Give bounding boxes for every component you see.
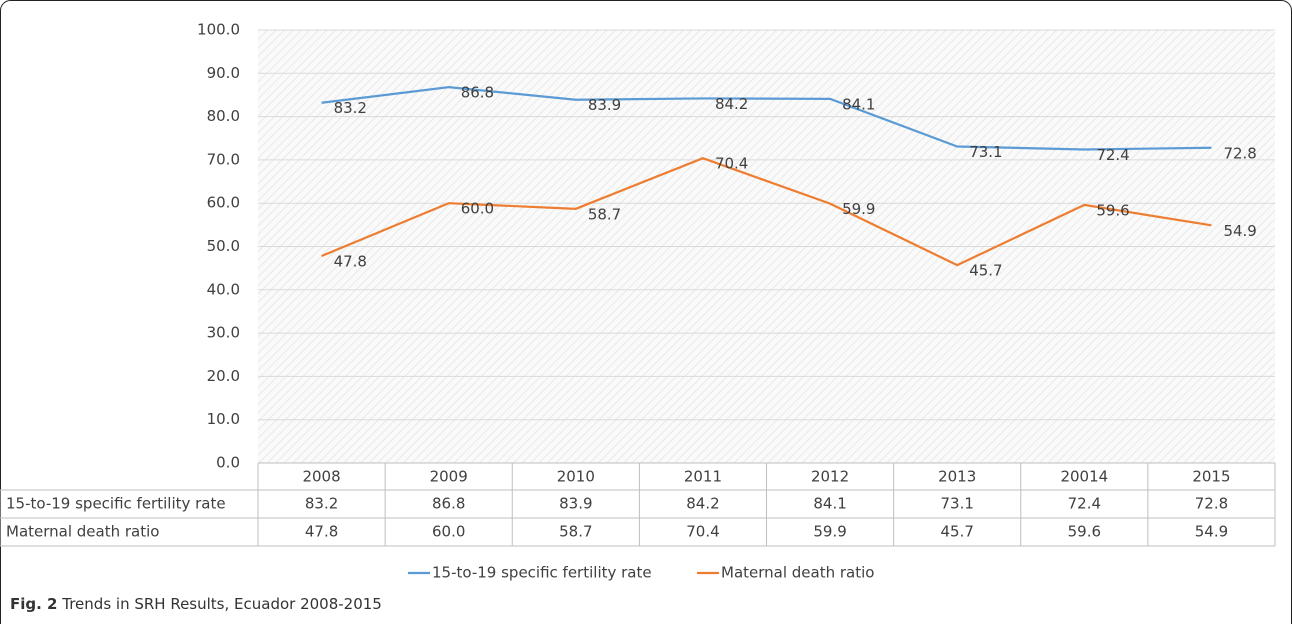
figure-label: Fig. 2 — [10, 595, 57, 613]
table-row-label: 15-to-19 specific fertility rate — [6, 495, 226, 513]
y-tick-label: 0.0 — [216, 454, 240, 472]
table-row-label: Maternal death ratio — [6, 523, 159, 541]
x-tick-label: 2008 — [302, 468, 340, 486]
series-line — [321, 86, 1212, 151]
y-tick-label: 80.0 — [207, 107, 240, 125]
caption-text: Trends in SRH Results, Ecuador 2008-2015 — [61, 595, 382, 613]
x-tick-label: 20014 — [1060, 468, 1108, 486]
legend-label: 15-to-19 specific fertility rate — [432, 564, 652, 582]
x-tick-label: 2013 — [938, 468, 976, 486]
data-label: 73.1 — [969, 143, 1002, 161]
x-tick-label: 2015 — [1192, 468, 1230, 486]
y-tick-label: 70.0 — [207, 150, 240, 168]
data-label: 47.8 — [334, 253, 367, 271]
table-cell: 83.2 — [305, 495, 338, 513]
data-label: 83.9 — [588, 96, 621, 114]
data-label: 72.4 — [1096, 146, 1129, 164]
data-label: 83.2 — [334, 99, 367, 117]
data-label: 60.0 — [461, 200, 494, 218]
table-cell: 83.9 — [559, 495, 592, 513]
table-cell: 84.2 — [686, 495, 719, 513]
data-label: 58.7 — [588, 205, 621, 223]
data-label: 70.4 — [715, 155, 748, 173]
y-tick-label: 60.0 — [207, 194, 240, 212]
table-cell: 59.9 — [813, 523, 846, 541]
table-cell: 70.4 — [686, 523, 719, 541]
x-tick-label: 2009 — [430, 468, 468, 486]
x-tick-label: 2012 — [811, 468, 849, 486]
table-cell: 84.1 — [813, 495, 846, 513]
data-label: 45.7 — [969, 262, 1002, 280]
table-cell: 54.9 — [1195, 523, 1228, 541]
table-cell: 72.4 — [1068, 495, 1101, 513]
legend-label: Maternal death ratio — [721, 564, 874, 582]
y-tick-label: 20.0 — [207, 367, 240, 385]
data-label: 72.8 — [1223, 144, 1256, 162]
table-cell: 72.8 — [1195, 495, 1228, 513]
data-label: 86.8 — [461, 84, 494, 102]
y-tick-label: 30.0 — [207, 324, 240, 342]
y-tick-label: 40.0 — [207, 280, 240, 298]
table-cell: 86.8 — [432, 495, 465, 513]
y-tick-label: 10.0 — [207, 410, 240, 428]
x-tick-label: 2011 — [684, 468, 722, 486]
table-cell: 47.8 — [305, 523, 338, 541]
table-cell: 60.0 — [432, 523, 465, 541]
data-label: 54.9 — [1223, 222, 1256, 240]
y-tick-label: 100.0 — [197, 21, 240, 39]
data-label: 84.1 — [842, 95, 875, 113]
table-cell: 45.7 — [940, 523, 973, 541]
series-line — [321, 156, 1212, 267]
table-cell: 59.6 — [1068, 523, 1101, 541]
y-tick-label: 90.0 — [207, 64, 240, 82]
y-tick-label: 50.0 — [207, 237, 240, 255]
table-cell: 73.1 — [940, 495, 973, 513]
data-label: 59.9 — [842, 200, 875, 218]
caption: Fig. 2 Trends in SRH Results, Ecuador 20… — [10, 595, 382, 613]
data-label: 59.6 — [1096, 201, 1129, 219]
table-cell: 58.7 — [559, 523, 592, 541]
x-tick-label: 2010 — [557, 468, 595, 486]
data-label: 84.2 — [715, 95, 748, 113]
